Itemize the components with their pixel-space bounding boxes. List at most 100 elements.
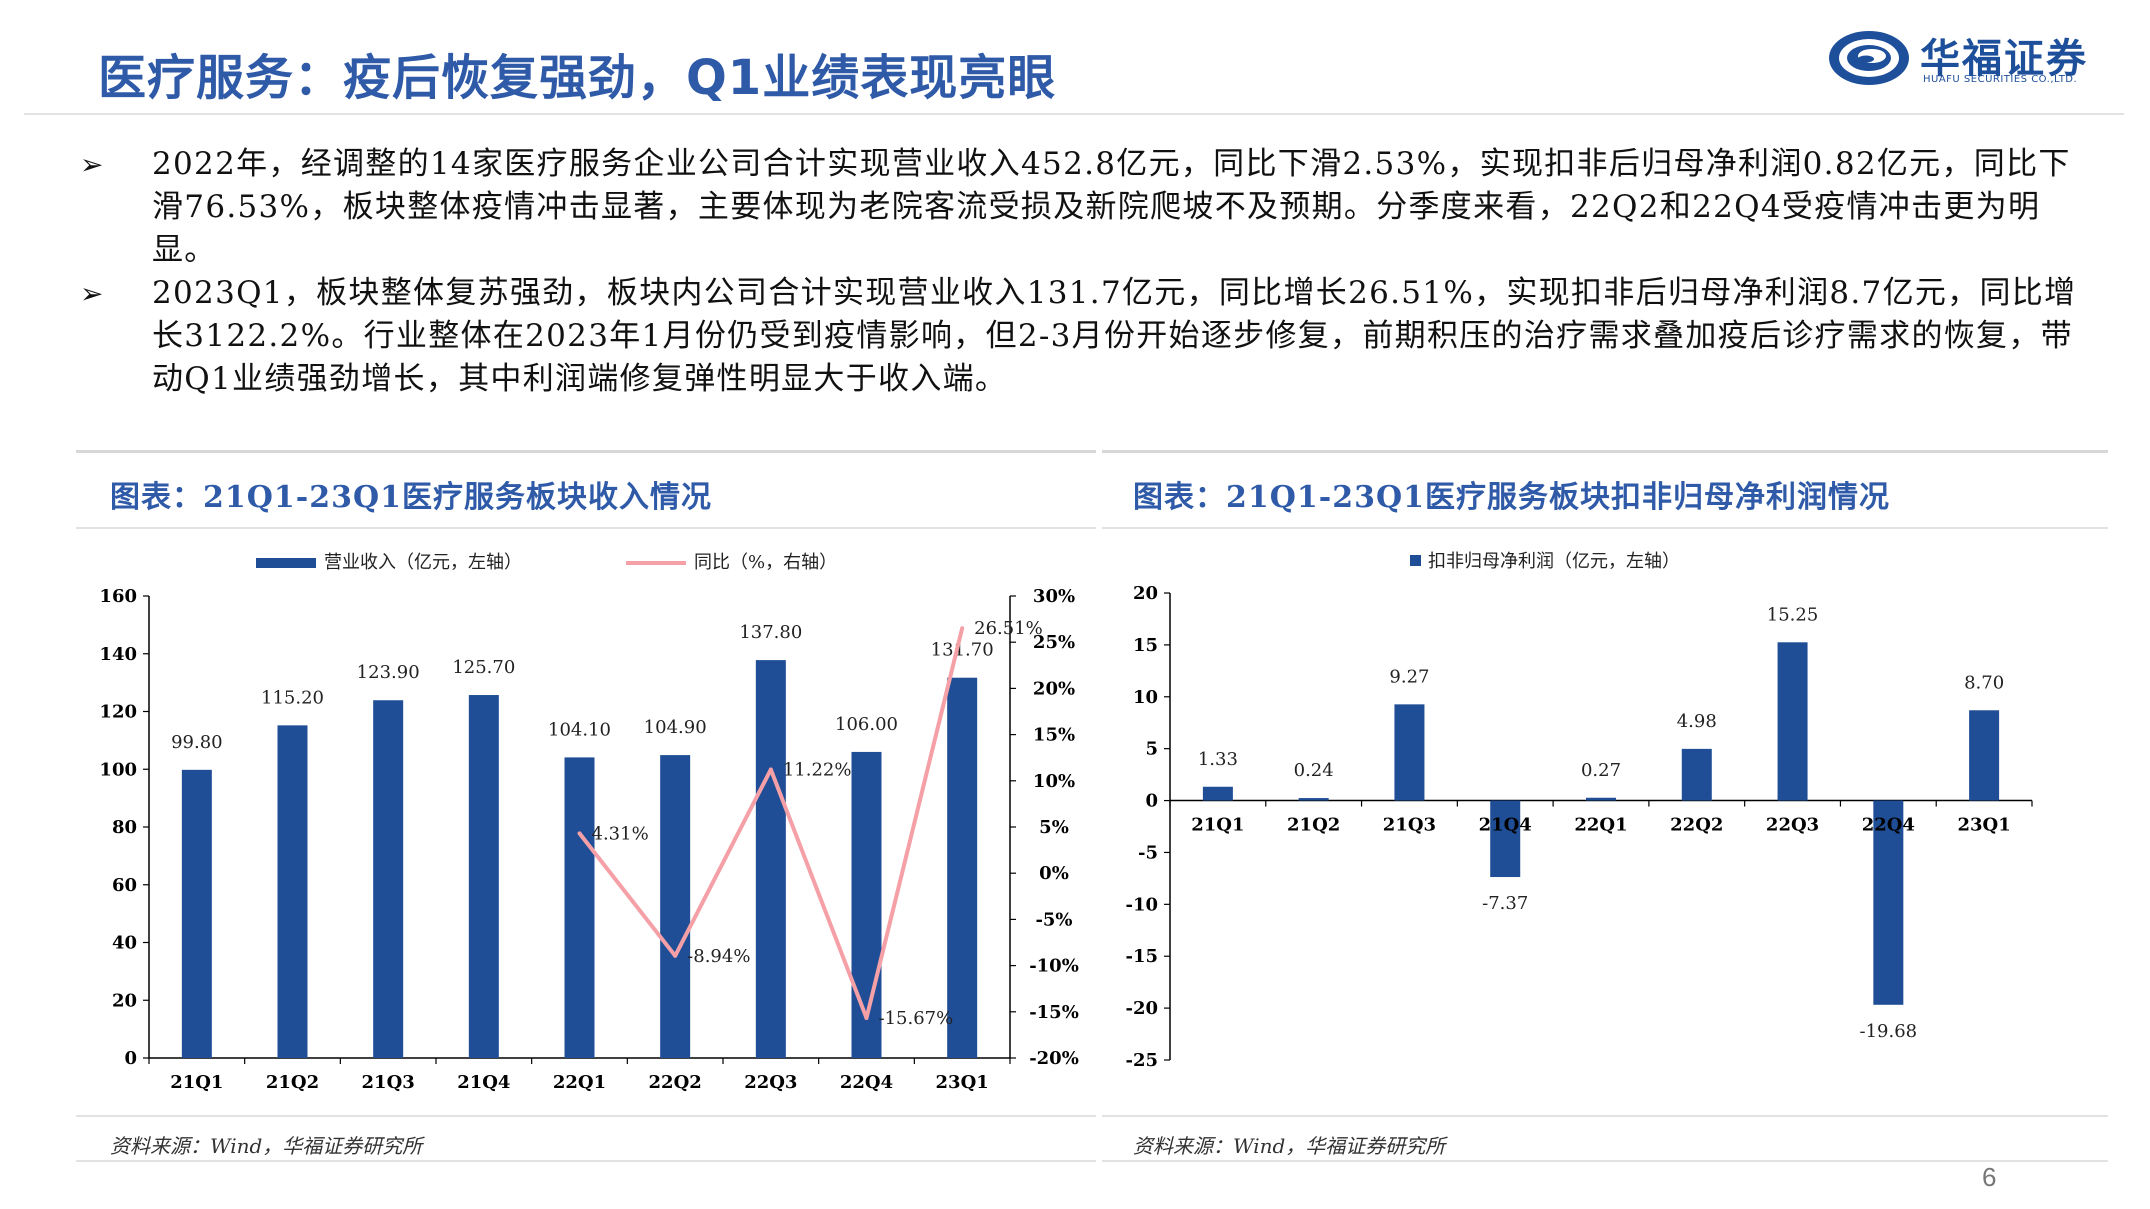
profit-data-label: -19.68 (1860, 1021, 1918, 1042)
left-panel-bottom-rule (76, 1115, 1096, 1117)
revenue-data-label: 125.70 (452, 657, 515, 678)
legend-label-revenue: 营业收入（亿元，左轴） (324, 552, 522, 573)
profit-data-label: 4.98 (1677, 711, 1717, 732)
page-number: 6 (1982, 1162, 1997, 1192)
profit-bar (1873, 800, 1904, 1005)
right-y-tick-label: -5% (1035, 909, 1072, 930)
x-tick-label: 21Q1 (1191, 815, 1244, 836)
yoy-data-label: 11.22% (783, 760, 852, 781)
profit-bar (1586, 797, 1616, 801)
right-y-tick-label: 30% (1033, 586, 1075, 607)
right-panel-bottom-rule (1102, 1115, 2108, 1117)
y-tick-label: 15 (1133, 635, 1158, 656)
y-tick-label: -10 (1125, 894, 1158, 915)
bullet-item: ➢ 2022年，经调整的14家医疗服务企业公司合计实现营业收入452.8亿元，同… (80, 143, 2100, 272)
legend-label-profit: 扣非归母净利润（亿元，左轴） (1428, 551, 1680, 572)
profit-chart: 扣非归母净利润（亿元，左轴） -25 -20 -15 -10 -5 0 5 10 15 20 1.33… (1125, 551, 2033, 1071)
revenue-data-label: 106.00 (835, 714, 898, 735)
right-panel-top-rule (1102, 450, 2108, 453)
x-tick-label: 22Q2 (1670, 815, 1723, 836)
revenue-data-label: 104.10 (548, 719, 611, 740)
x-tick-label: 22Q3 (744, 1072, 797, 1093)
profit-bar (1969, 710, 2000, 801)
left-y-tick-label: 60 (112, 875, 137, 896)
revenue-bar (755, 660, 786, 1058)
x-tick-label: 21Q4 (457, 1072, 510, 1093)
yoy-data-label: 26.51% (974, 618, 1043, 639)
x-tick-label: 22Q3 (1766, 815, 1819, 836)
right-panel-title-rule (1102, 527, 2108, 529)
profit-bar (1777, 642, 1808, 801)
revenue-chart: 营业收入（亿元，左轴） 同比（%，右轴） 0 20 40 60 80 100 120 140 160… (99, 552, 1079, 1093)
revenue-data-label: 137.80 (739, 622, 802, 643)
x-tick-label: 21Q1 (170, 1072, 223, 1093)
yoy-point (864, 1015, 869, 1020)
right-y-tick-label: -20% (1029, 1048, 1079, 1069)
x-tick-label: 21Q2 (1287, 815, 1340, 836)
logo-english-name: HUAFU SECURITIES CO.,LTD. (1923, 74, 2078, 85)
x-tick-label: 21Q3 (362, 1072, 415, 1093)
y-tick-label: 0 (1145, 791, 1158, 812)
right-y-tick-label: 15% (1033, 725, 1075, 746)
profit-bar (1298, 798, 1329, 801)
x-tick-label: 22Q2 (649, 1072, 702, 1093)
x-tick-label: 21Q4 (1479, 815, 1532, 836)
profit-data-label: 0.27 (1581, 760, 1621, 781)
bullet-item: ➢ 2023Q1，板块整体复苏强劲，板块内公司合计实现营业收入131.7亿元，同… (80, 272, 2100, 401)
legend-swatch-revenue (256, 558, 316, 568)
revenue-data-label: 99.80 (171, 732, 223, 753)
left-y-tick-label: 140 (99, 644, 137, 665)
y-tick-label: -25 (1125, 1050, 1158, 1071)
left-y-tick-label: 100 (99, 759, 137, 780)
y-tick-label: 5 (1145, 739, 1158, 760)
profit-data-label: 15.25 (1767, 604, 1819, 625)
profit-chart-title: 图表：21Q1-23Q1医疗服务板块扣非归母净利润情况 (1133, 480, 1890, 515)
bullet-text: 2023Q1，板块整体复苏强劲，板块内公司合计实现营业收入131.7亿元，同比增… (152, 275, 2077, 397)
x-tick-label: 22Q4 (1862, 815, 1915, 836)
yoy-point (577, 831, 582, 836)
profit-bar (1202, 786, 1233, 801)
y-tick-label: -15 (1125, 946, 1158, 967)
yoy-point (768, 767, 773, 772)
right-y-tick-label: -10% (1029, 956, 1079, 977)
profit-data-label: 9.27 (1389, 666, 1429, 687)
x-tick-label: 22Q1 (553, 1072, 606, 1093)
revenue-bar (851, 751, 882, 1058)
yoy-data-label: -8.94% (687, 946, 750, 967)
yoy-data-label: 4.31% (592, 823, 649, 844)
left-panel-source-rule (76, 1160, 1096, 1162)
profit-chart-source: 资料来源：Wind，华福证券研究所 (1133, 1134, 1446, 1158)
profit-data-label: 8.70 (1964, 672, 2004, 693)
header-divider (24, 113, 2124, 115)
revenue-bar (277, 725, 308, 1058)
revenue-data-label: 123.90 (357, 662, 420, 683)
x-tick-label: 22Q4 (840, 1072, 893, 1093)
right-y-tick-label: 5% (1039, 817, 1069, 838)
left-y-tick-label: 160 (99, 586, 137, 607)
right-y-tick-label: 20% (1033, 678, 1075, 699)
arrow-bullet-icon: ➢ (80, 277, 104, 310)
right-y-tick-label: -15% (1029, 1002, 1079, 1023)
page-title: 医疗服务：疫后恢复强劲，Q1业绩表现亮眼 (98, 50, 1057, 106)
left-y-tick-label: 20 (112, 990, 137, 1011)
yoy-point (673, 953, 678, 958)
profit-data-label: 1.33 (1198, 749, 1238, 770)
profit-data-label: 0.24 (1294, 760, 1334, 781)
arrow-bullet-icon: ➢ (80, 148, 104, 181)
revenue-bar (947, 677, 978, 1058)
revenue-data-label: 104.90 (644, 717, 707, 738)
y-tick-label: 20 (1133, 583, 1158, 604)
right-y-tick-label: 25% (1033, 632, 1075, 653)
profit-bar (1681, 748, 1712, 801)
right-y-tick-label: 0% (1039, 863, 1069, 884)
x-tick-label: 21Q2 (266, 1072, 319, 1093)
left-y-tick-label: 80 (112, 817, 137, 838)
logo-swirl-icon (1829, 31, 1909, 85)
right-y-tick-label: 10% (1033, 771, 1075, 792)
left-y-tick-label: 40 (112, 933, 137, 954)
revenue-data-label: 131.70 (931, 640, 994, 661)
x-tick-label: 23Q1 (1957, 815, 2010, 836)
revenue-bar (181, 769, 212, 1058)
revenue-chart-title: 图表：21Q1-23Q1医疗服务板块收入情况 (110, 480, 712, 515)
bullet-list: ➢ 2022年，经调整的14家医疗服务企业公司合计实现营业收入452.8亿元，同… (80, 143, 2100, 401)
